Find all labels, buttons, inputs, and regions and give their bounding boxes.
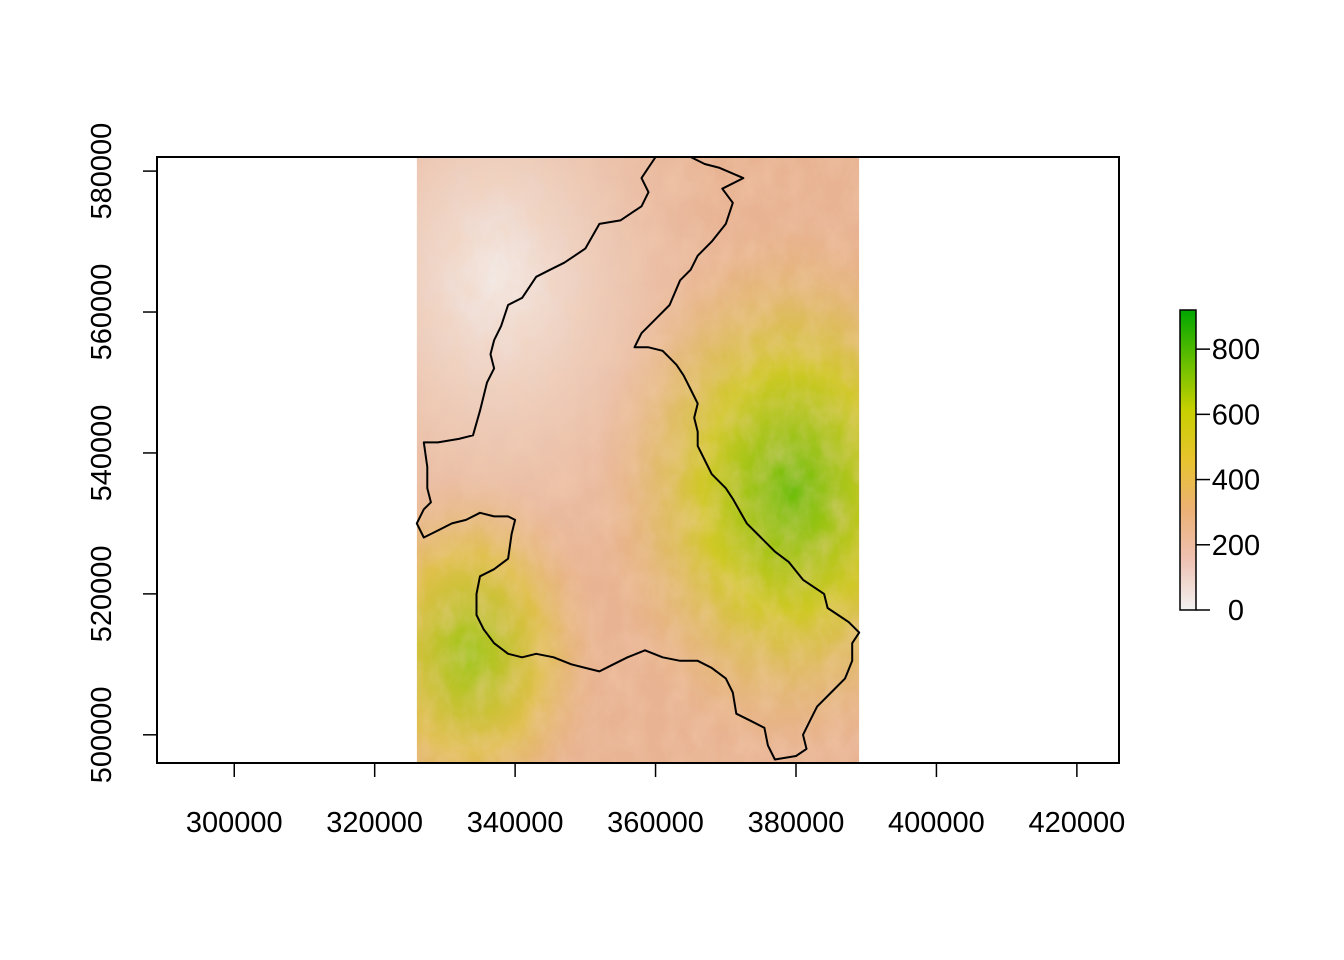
region-boundary-outline xyxy=(415,156,861,761)
legend-ticks: 0 200 400 600 800 xyxy=(1196,334,1260,627)
x-tick-label: 340000 xyxy=(467,807,564,839)
legend-tick-label: 200 xyxy=(1212,530,1260,562)
y-tick-label: 560000 xyxy=(86,264,118,361)
legend-tick-label: 800 xyxy=(1212,334,1260,366)
y-tick-label: 500000 xyxy=(86,686,118,783)
legend-tick-label: 0 xyxy=(1228,595,1244,627)
x-tick-label: 400000 xyxy=(888,807,985,839)
legend-tick-label: 600 xyxy=(1212,399,1260,431)
color-legend: 0 200 400 600 800 xyxy=(1179,309,1260,627)
y-tick-label: 520000 xyxy=(86,545,118,642)
elevation-raster xyxy=(416,157,860,763)
x-tick-label: 300000 xyxy=(186,807,283,839)
raster-terrain-texture xyxy=(416,157,860,763)
x-tick-label: 420000 xyxy=(1028,807,1125,839)
y-tick-label: 540000 xyxy=(86,405,118,502)
legend-tick-label: 400 xyxy=(1212,465,1260,497)
x-axis: 300000 320000 340000 360000 380000 400000 4200… xyxy=(186,762,1125,839)
x-tick-label: 320000 xyxy=(326,807,423,839)
y-tick-label: 580000 xyxy=(86,123,118,220)
x-tick-label: 360000 xyxy=(607,807,704,839)
y-axis: 500000 520000 540000 560000 580000 xyxy=(86,123,158,783)
legend-color-bar xyxy=(1179,309,1197,611)
x-tick-label: 380000 xyxy=(748,807,845,839)
